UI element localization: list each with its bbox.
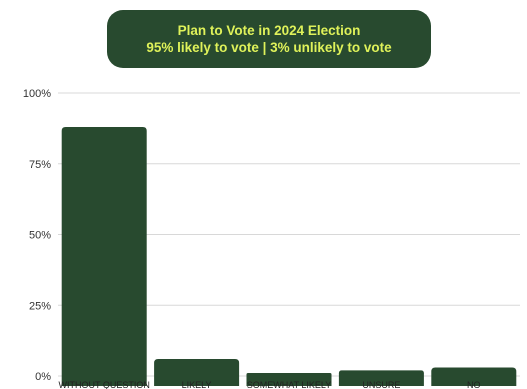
chart-title: Plan to Vote in 2024 Election (177, 23, 361, 38)
x-category-label: LIKELY (182, 380, 212, 389)
y-axis-ticks: 0% 25% 50% 75% 100% (23, 88, 51, 383)
x-category-label: NO (467, 380, 481, 389)
y-tick-label: 0% (35, 371, 51, 383)
x-category-label: UNSURE (362, 380, 400, 389)
y-tick-label: 75% (29, 159, 51, 171)
bar-likely (154, 359, 240, 386)
bar-without-question (61, 126, 147, 387)
chart-subtitle: 95% likely to vote | 3% unlikely to vote (146, 40, 392, 55)
bar-no (431, 367, 517, 386)
x-axis-categories: WITHOUT QUESTION LIKELY SOMEWHAT LIKELY UNS… (59, 380, 481, 389)
bar-unsure (338, 370, 424, 386)
y-tick-label: 100% (23, 88, 51, 100)
chart-title-box: Plan to Vote in 2024 Election 95% likely… (107, 10, 431, 68)
bar-somewhat-likely (246, 373, 332, 386)
y-tick-label: 25% (29, 300, 51, 312)
x-category-label: WITHOUT QUESTION (59, 380, 150, 389)
y-tick-label: 50% (29, 230, 51, 242)
x-category-label: SOMEWHAT LIKELY (247, 380, 332, 389)
bars (61, 126, 517, 387)
